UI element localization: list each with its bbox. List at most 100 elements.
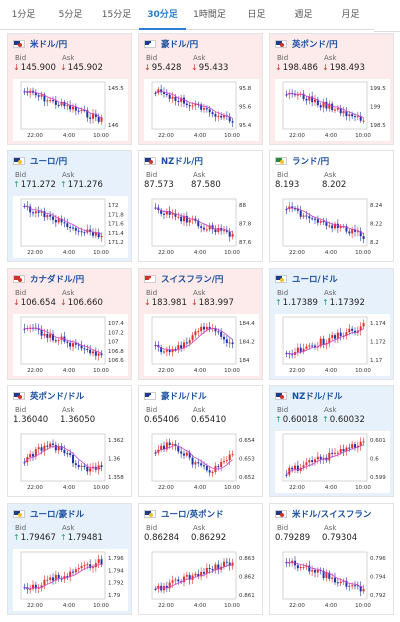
rate-card[interactable]: 豪ドル/円 Bid Ask ↓95.428 ↓95.433 95.8 95.6 95.4 22:… [138,33,263,145]
candle-body [86,564,89,566]
pair-title[interactable]: 豪ドル/ドル [144,390,207,402]
candle-body [362,588,365,592]
pair-name[interactable]: スイスフラン/円 [161,275,224,285]
ask-number: 1.36050 [60,415,96,425]
candle-body [97,559,100,564]
pair-name[interactable]: カナダドル/円 [30,275,85,285]
candle-body [203,572,205,574]
bid-number: 95.428 [151,63,182,73]
mini-candle-chart[interactable]: 0.654 0.653 0.652 22:00 4:00 10:00 [144,431,259,493]
candle-body [180,345,183,349]
pair-name[interactable]: ユーロ/英ポンド [161,510,224,520]
candle-body [171,444,174,446]
tab-3[interactable]: 30分足 [139,0,186,30]
pair-title[interactable]: カナダドル/円 [13,273,84,285]
pair-name[interactable]: 米ドル/円 [30,40,68,50]
candle-chart-svg: 0.863 0.862 0.861 22:00 4:00 10:00 [151,551,255,609]
pair-name[interactable]: ユーロ/豪ドル [30,510,85,520]
pair-title[interactable]: NZドル/円 [144,155,203,167]
rate-card[interactable]: ユーロ/ドル Bid Ask ↑1.17389 ↑1.17392 1.174 1.172 1.… [269,268,394,380]
pair-name[interactable]: NZドル/ドル [292,392,343,402]
tab-0[interactable]: 1分足 [0,0,47,30]
pair-name[interactable]: 米ドル/スイスフラン [292,510,372,520]
pair-title[interactable]: 豪ドル/円 [144,38,198,50]
candle-body [339,107,342,114]
tab-5[interactable]: 日足 [233,0,280,30]
rate-card[interactable]: NZドル/ドル Bid Ask ↑0.60018 ↑0.60032 0.601 0.6 0.5… [269,385,394,497]
rate-card[interactable]: 米ドル/円 Bid Ask ↓145.900 ↓145.902 145.5 146 22:00… [7,33,132,145]
ask-number: 87.580 [191,180,221,190]
candle-body [319,105,322,108]
rate-card[interactable]: NZドル/円 Bid Ask 87.573 87.580 88 87.8 87.6 22:00 4… [138,150,263,262]
mini-candle-chart[interactable]: 199.5 199 198.5 22:00 4:00 10:00 [275,79,390,141]
mini-candle-chart[interactable]: 1.796 1.794 1.792 1.79 22:00 4:00 10:00 [13,549,128,611]
mini-candle-chart[interactable]: 88 87.8 87.6 22:00 4:00 10:00 [144,196,259,258]
pair-title[interactable]: 英ポンド/円 [275,38,338,50]
candle-body [231,342,234,345]
pair-title[interactable]: ユーロ/円 [13,155,67,167]
tab-7[interactable]: 月足 [327,0,374,30]
mini-candle-chart[interactable]: 107.4 107.2 107 106.8 106.6 22:00 4:00 10:00 [13,314,128,376]
pair-title[interactable]: NZドル/ドル [275,390,342,402]
mini-candle-chart[interactable]: 145.5 146 22:00 4:00 10:00 [13,79,128,141]
pair-title[interactable]: スイスフラン/円 [144,273,223,285]
rate-card[interactable]: スイスフラン/円 Bid Ask ↓183.981 ↓183.997 184.4 184.2… [138,268,263,380]
tab-6[interactable]: 週足 [280,0,327,30]
tab-1[interactable]: 5分足 [47,0,94,30]
pair-name[interactable]: 豪ドル/ドル [161,392,207,402]
candle-body [362,236,365,239]
rate-card[interactable]: ユーロ/英ポンド Bid Ask 0.86284 0.86292 0.863 0.862 0.… [138,503,263,615]
mini-candle-chart[interactable]: 0.601 0.6 0.599 22:00 4:00 10:00 [275,431,390,493]
pair-title[interactable]: ランド/円 [275,155,329,167]
pair-name[interactable]: ランド/円 [292,157,330,167]
plot-frame [282,81,368,130]
pair-title[interactable]: ユーロ/英ポンド [144,508,224,520]
x-time-label: 4:00 [325,133,338,139]
rate-card[interactable]: ユーロ/円 Bid Ask ↑171.272 ↑171.276 172 171.8 171.6… [7,150,132,262]
pair-title[interactable]: ユーロ/豪ドル [13,508,84,520]
mini-candle-chart[interactable]: 184.4 184.2 184 22:00 4:00 10:00 [144,314,259,376]
pair-title[interactable]: 米ドル/スイスフラン [275,508,371,520]
mini-candle-chart[interactable]: 172 171.8 171.6 171.4 171.2 22:00 4:00 10:00 [13,196,128,258]
candle-body [66,453,69,455]
candle-body [220,331,223,337]
pair-title[interactable]: 英ポンド/ドル [13,390,84,402]
mini-candle-chart[interactable]: 0.863 0.862 0.861 22:00 4:00 10:00 [144,549,259,611]
ask-value: ↓198.493 [322,63,365,73]
candle-body [54,100,57,105]
candle-body [314,218,316,220]
pair-title[interactable]: 米ドル/円 [13,38,67,50]
rate-card[interactable]: ユーロ/豪ドル Bid Ask ↑1.79467 ↑1.79481 1.796 1.794 1… [7,503,132,615]
pair-name[interactable]: 英ポンド/円 [292,40,338,50]
rate-card[interactable]: 英ポンド/円 Bid Ask ↓198.486 ↓198.493 199.5 199 198.… [269,33,394,145]
bid-number: 1.36040 [13,415,49,425]
rate-card[interactable]: カナダドル/円 Bid Ask ↓106.654 ↓106.660 107.4 107.2 1… [7,268,132,380]
x-time-label: 4:00 [194,368,207,374]
pair-name[interactable]: NZドル/円 [161,157,203,167]
candle-body [296,208,299,211]
ask-label: Ask [324,289,337,297]
rate-card[interactable]: 豪ドル/ドル Bid Ask 0.65406 0.65410 0.654 0.653 0.65… [138,385,263,497]
mini-candle-chart[interactable]: 95.8 95.6 95.4 22:00 4:00 10:00 [144,79,259,141]
tab-4[interactable]: 1時間足 [186,0,233,30]
y-tick-label: 87.8 [239,222,252,228]
candle-body [77,230,80,232]
candle-body [40,447,43,451]
candle-body [305,99,308,101]
pair-name[interactable]: 豪ドル/円 [161,40,199,50]
candle-body [100,117,103,122]
mini-candle-chart[interactable]: 1.362 1.36 1.358 22:00 4:00 10:00 [13,431,128,493]
tab-2[interactable]: 15分足 [94,0,139,30]
candle-body [197,103,200,105]
rate-card[interactable]: 米ドル/スイスフラン Bid Ask 0.79289 0.79304 0.796 0.794… [269,503,394,615]
pair-title[interactable]: ユーロ/ドル [275,273,338,285]
mini-candle-chart[interactable]: 1.174 1.172 1.17 22:00 4:00 10:00 [275,314,390,376]
pair-name[interactable]: ユーロ/円 [30,157,68,167]
rate-card[interactable]: 英ポンド/ドル Bid Ask 1.36040 1.36050 1.362 1.36 1.35… [7,385,132,497]
mini-candle-chart[interactable]: 8.24 8.22 8.2 22:00 4:00 10:00 [275,196,390,258]
pair-name[interactable]: ユーロ/ドル [292,275,338,285]
rate-card[interactable]: ランド/円 Bid Ask 8.193 8.202 8.24 8.22 8.2 22:00 4:0… [269,150,394,262]
mini-candle-chart[interactable]: 0.796 0.794 0.792 22:00 4:00 10:00 [275,549,390,611]
pair-name[interactable]: 英ポンド/ドル [30,392,85,402]
bid-number: 1.17389 [282,298,318,308]
